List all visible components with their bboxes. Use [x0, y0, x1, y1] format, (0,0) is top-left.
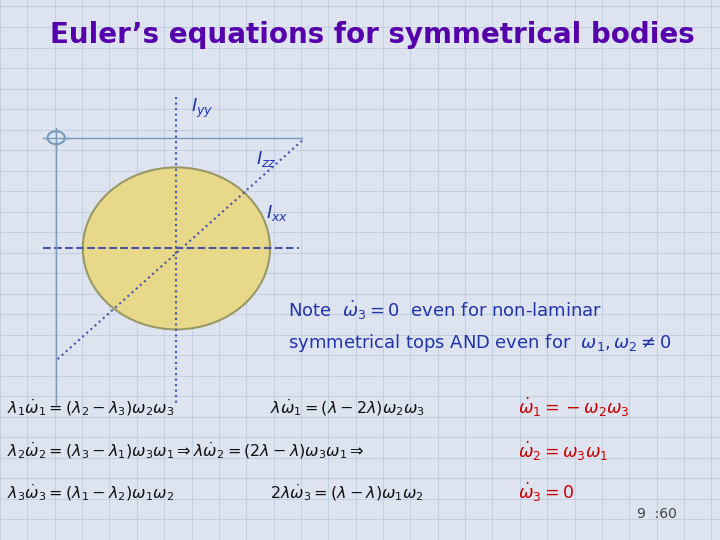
Text: $\dot{\omega}_2 = \omega_3\omega_1$: $\dot{\omega}_2 = \omega_3\omega_1$	[518, 440, 608, 462]
Text: 9  :60: 9 :60	[637, 507, 677, 521]
Ellipse shape	[83, 167, 270, 329]
Text: $\lambda_2\dot{\omega}_2 = (\lambda_3 - \lambda_1)\omega_3\omega_1 \Rightarrow \: $\lambda_2\dot{\omega}_2 = (\lambda_3 - …	[7, 441, 365, 461]
Text: Note  $\dot{\omega}_3 = 0$  even for non-laminar: Note $\dot{\omega}_3 = 0$ even for non-l…	[288, 299, 602, 322]
Text: Euler’s equations for symmetrical bodies: Euler’s equations for symmetrical bodies	[50, 21, 695, 49]
Text: $\dot{\omega}_1 = -\omega_2\omega_3$: $\dot{\omega}_1 = -\omega_2\omega_3$	[518, 396, 630, 419]
Text: $I_{zz}$: $I_{zz}$	[256, 149, 276, 170]
Text: $I_{yy}$: $I_{yy}$	[191, 97, 213, 119]
Text: $2\lambda\dot{\omega}_3 = (\lambda - \lambda)\omega_1\omega_2$: $2\lambda\dot{\omega}_3 = (\lambda - \la…	[270, 482, 424, 503]
Text: $\lambda_3\dot{\omega}_3 = (\lambda_1 - \lambda_2)\omega_1\omega_2$: $\lambda_3\dot{\omega}_3 = (\lambda_1 - …	[7, 482, 174, 503]
Text: symmetrical tops AND even for  $\omega_1, \omega_2 \neq 0$: symmetrical tops AND even for $\omega_1,…	[288, 332, 672, 354]
Text: $\lambda_1\dot{\omega}_1 = (\lambda_2 - \lambda_3)\omega_2\omega_3$: $\lambda_1\dot{\omega}_1 = (\lambda_2 - …	[7, 397, 174, 418]
Text: $\dot{\omega}_3 = 0$: $\dot{\omega}_3 = 0$	[518, 481, 575, 504]
Text: $\lambda\dot{\omega}_1 = (\lambda - 2\lambda)\omega_2\omega_3$: $\lambda\dot{\omega}_1 = (\lambda - 2\la…	[270, 397, 425, 418]
Text: $I_{xx}$: $I_{xx}$	[266, 203, 289, 224]
